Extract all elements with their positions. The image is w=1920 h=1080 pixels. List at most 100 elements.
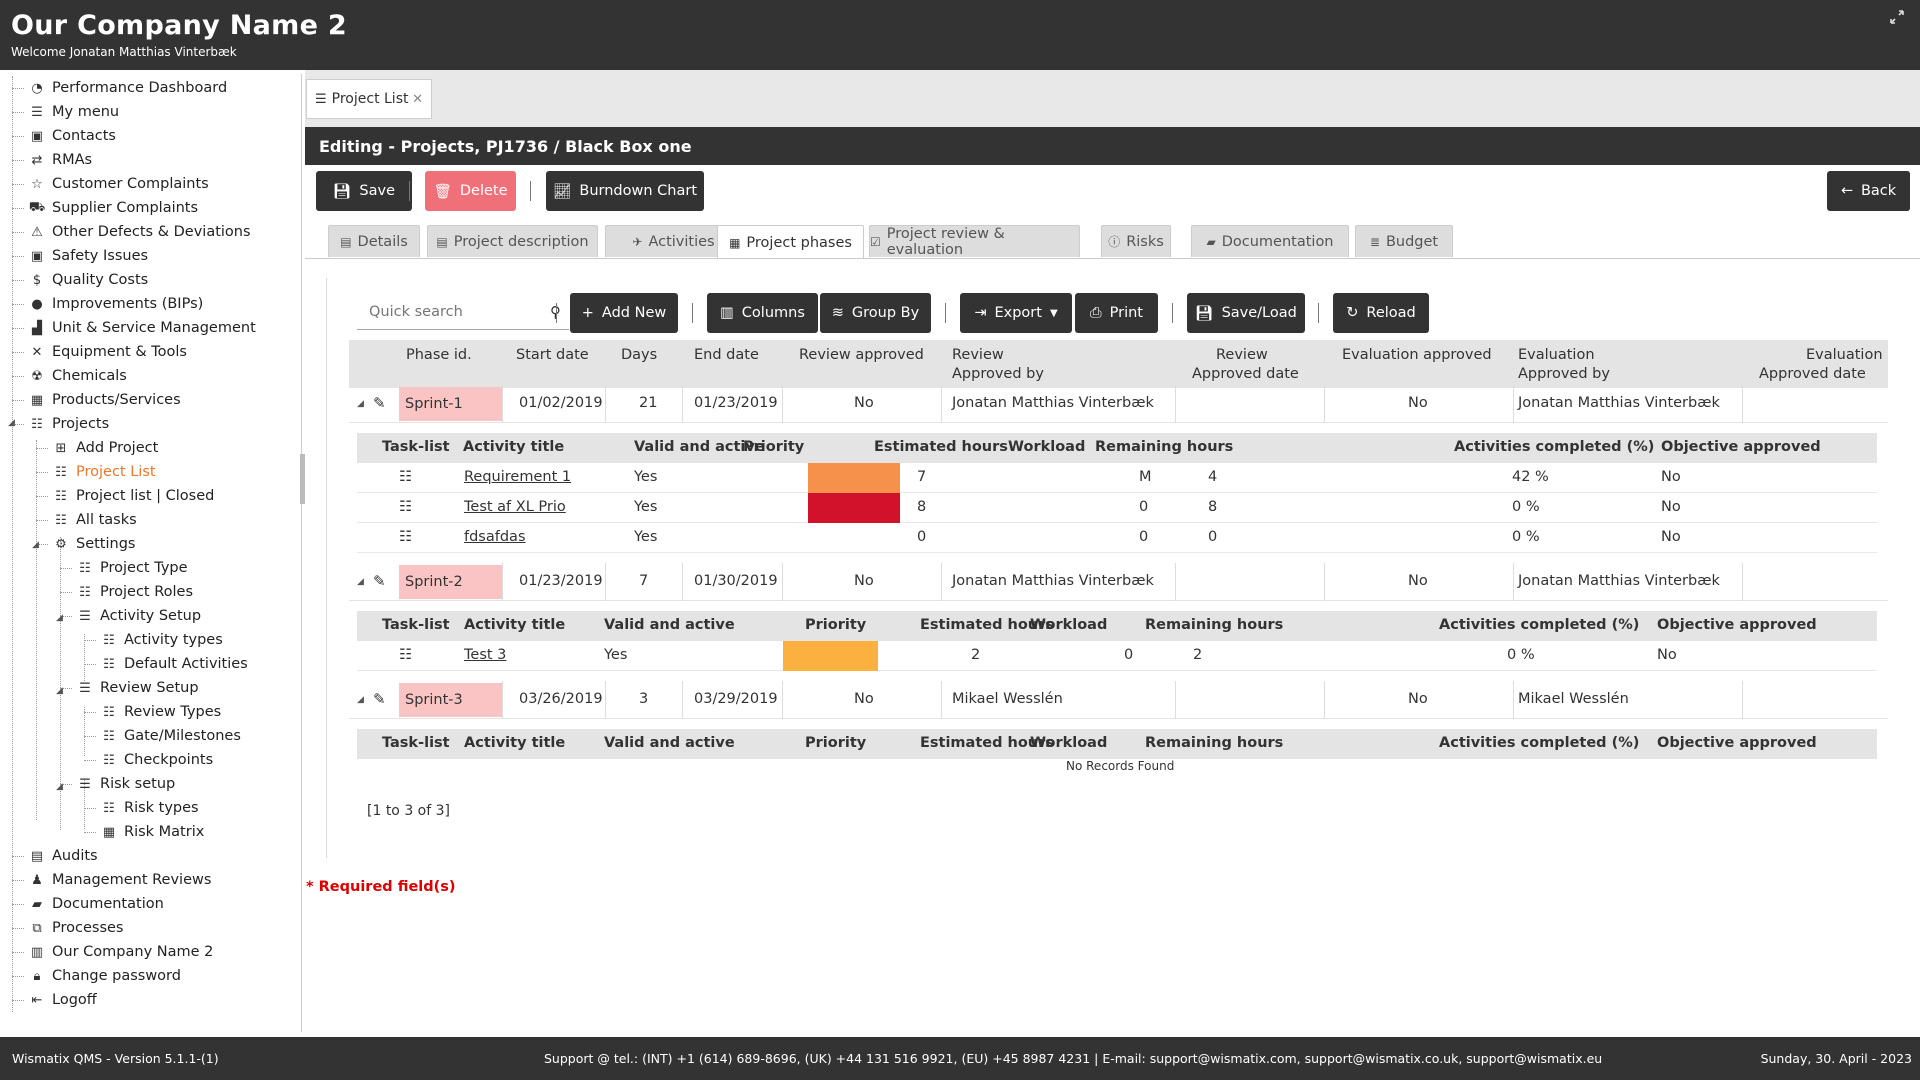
sidebar-item-settings[interactable]: ⚙ Settings xyxy=(53,532,135,556)
phase-id-field[interactable]: Sprint-3 xyxy=(399,683,502,717)
col-start-date[interactable]: Start date xyxy=(516,347,589,363)
sidebar-item-products-services[interactable]: ▦ Products/Services xyxy=(29,388,181,412)
fullscreen-icon[interactable] xyxy=(1890,10,1908,28)
col-review-by-1[interactable]: Review xyxy=(952,347,1004,363)
sidebar-item-safety-issues[interactable]: ▣ Safety Issues xyxy=(29,244,148,268)
col-review-date-1[interactable]: Review xyxy=(1216,347,1268,363)
sidebar-item-improvements-bips[interactable]: ● Improvements (BIPs) xyxy=(29,292,203,316)
col-phase-id[interactable]: Phase id. xyxy=(406,347,472,363)
burndown-chart-button[interactable]: 📈︎ Burndown Chart xyxy=(546,171,704,211)
sidebar-item-all-tasks[interactable]: ☷ All tasks xyxy=(53,508,137,532)
sidebar-item-rmas[interactable]: ⇄ RMAs xyxy=(29,148,93,172)
collapse-toggle-icon[interactable]: ◢ xyxy=(357,695,364,705)
sidebar-item-quality-costs[interactable]: $ Quality Costs xyxy=(29,268,148,292)
sidebar-item-project-type[interactable]: ☷ Project Type xyxy=(77,556,187,580)
sidebar-item-project-list[interactable]: ☷ Project List xyxy=(53,460,155,484)
col-task-list[interactable]: Task-list xyxy=(382,439,450,455)
sidebar-item-projects[interactable]: ☷ Projects xyxy=(29,412,109,436)
sidebar-item-our-company-name-2[interactable]: ▥ Our Company Name 2 xyxy=(29,940,214,964)
col-valid[interactable]: Valid and active xyxy=(634,439,765,455)
tab-project-description[interactable]: ▤ Project description xyxy=(427,225,598,257)
tab-documentation[interactable]: ▰ Documentation xyxy=(1191,225,1349,257)
col-objective[interactable]: Objective approved xyxy=(1657,735,1817,751)
col-completed[interactable]: Activities completed (%) xyxy=(1454,439,1655,455)
col-remaining[interactable]: Remaining hours xyxy=(1145,617,1284,633)
tab-details[interactable]: ▤ Details xyxy=(328,225,420,257)
col-est-hours[interactable]: Estimated hours xyxy=(874,439,1008,455)
sidebar-item-equipment-tools[interactable]: ✕ Equipment & Tools xyxy=(29,340,187,364)
sidebar-item-risk-setup[interactable]: ☰ Risk setup xyxy=(77,772,175,796)
collapse-toggle-icon[interactable]: ◢ xyxy=(357,399,364,409)
activity-title-link[interactable]: Test 3 xyxy=(464,647,507,663)
col-valid[interactable]: Valid and active xyxy=(604,617,735,633)
sidebar-item-contacts[interactable]: ▣ Contacts xyxy=(29,124,116,148)
activity-title-link[interactable]: Test af XL Prio xyxy=(464,499,566,515)
col-eval-date-2[interactable]: Approved date xyxy=(1759,366,1866,382)
collapse-toggle-icon[interactable]: ◢ xyxy=(357,577,364,587)
col-est-hours[interactable]: Estimated hours xyxy=(920,735,1054,751)
col-eval-by-1[interactable]: Evaluation xyxy=(1518,347,1595,363)
col-remaining[interactable]: Remaining hours xyxy=(1095,439,1234,455)
col-priority[interactable]: Priority xyxy=(743,439,805,455)
collapse-toggle-icon[interactable]: ◢ xyxy=(56,613,63,623)
sidebar-item-review-types[interactable]: ☷ Review Types xyxy=(101,700,221,724)
col-completed[interactable]: Activities completed (%) xyxy=(1439,735,1640,751)
quick-search-input[interactable] xyxy=(357,303,517,320)
tab-project-review-evaluation[interactable]: ☑ Project review & evaluation xyxy=(869,225,1080,258)
edit-icon[interactable]: ✎ xyxy=(373,572,386,590)
search-icon[interactable]: ⚲ xyxy=(550,303,561,321)
sidebar-item-processes[interactable]: ⧉ Processes xyxy=(29,916,123,940)
edit-icon[interactable]: ✎ xyxy=(373,394,386,412)
sidebar-item-project-roles[interactable]: ☷ Project Roles xyxy=(77,580,193,604)
close-icon[interactable]: ✕ xyxy=(412,91,423,107)
col-priority[interactable]: Priority xyxy=(805,735,867,751)
sidebar-item-logoff[interactable]: ⇤ Logoff xyxy=(29,988,97,1012)
columns-button[interactable]: ▥ Columns xyxy=(707,293,818,333)
activity-title-link[interactable]: fdsafdas xyxy=(464,529,526,545)
sidebar-item-my-menu[interactable]: ☰ My menu xyxy=(29,100,119,124)
col-task-list[interactable]: Task-list xyxy=(382,735,450,751)
group-by-button[interactable]: ≋ Group By xyxy=(820,293,931,333)
phase-id-field[interactable]: Sprint-2 xyxy=(399,565,502,599)
collapse-toggle-icon[interactable]: ◢ xyxy=(56,686,63,696)
sidebar-item-supplier-complaints[interactable]: ⛟ Supplier Complaints xyxy=(29,196,198,220)
sidebar-item-checkpoints[interactable]: ☷ Checkpoints xyxy=(101,748,213,772)
sidebar-item-activity-types[interactable]: ☷ Activity types xyxy=(101,628,223,652)
col-objective[interactable]: Objective approved xyxy=(1661,439,1821,455)
sidebar-scrollbar[interactable] xyxy=(300,454,305,504)
export-button[interactable]: ⇥ Export ▼ xyxy=(960,293,1072,333)
print-button[interactable]: ⎙ Print xyxy=(1075,293,1158,333)
task-list-icon[interactable]: ☷ xyxy=(399,647,412,663)
col-review-date-2[interactable]: Approved date xyxy=(1192,366,1299,382)
edit-icon[interactable]: ✎ xyxy=(373,690,386,708)
tab-budget[interactable]: ≣ Budget xyxy=(1355,225,1453,257)
col-activity-title[interactable]: Activity title xyxy=(463,439,565,455)
sidebar-item-performance-dashboard[interactable]: ◔ Performance Dashboard xyxy=(29,76,227,100)
col-days[interactable]: Days xyxy=(621,347,658,363)
add-new-button[interactable]: + Add New xyxy=(570,293,678,333)
sidebar-item-unit-service-management[interactable]: ▟ Unit & Service Management xyxy=(29,316,256,340)
tab-risks[interactable]: ⓘ Risks xyxy=(1101,225,1171,257)
col-activity-title[interactable]: Activity title xyxy=(464,617,566,633)
col-end-date[interactable]: End date xyxy=(694,347,759,363)
collapse-toggle-icon[interactable]: ◢ xyxy=(56,782,63,792)
task-list-icon[interactable]: ☷ xyxy=(399,499,412,515)
col-valid[interactable]: Valid and active xyxy=(604,735,735,751)
task-list-icon[interactable]: ☷ xyxy=(399,529,412,545)
sidebar-item-risk-matrix[interactable]: ▦ Risk Matrix xyxy=(101,820,204,844)
sidebar-item-review-setup[interactable]: ☰ Review Setup xyxy=(77,676,198,700)
phase-id-field[interactable]: Sprint-1 xyxy=(399,387,502,421)
col-priority[interactable]: Priority xyxy=(805,617,867,633)
sidebar-item-activity-setup[interactable]: ☰ Activity Setup xyxy=(77,604,201,628)
col-review-by-2[interactable]: Approved by xyxy=(952,366,1044,382)
sidebar-item-chemicals[interactable]: ☢ Chemicals xyxy=(29,364,127,388)
col-review-approved[interactable]: Review approved xyxy=(799,347,924,363)
col-objective[interactable]: Objective approved xyxy=(1657,617,1817,633)
save-button[interactable]: 💾︎ Save xyxy=(316,171,412,211)
col-eval-date-1[interactable]: Evaluation xyxy=(1806,347,1883,363)
collapse-toggle-icon[interactable]: ◢ xyxy=(8,418,15,428)
col-task-list[interactable]: Task-list xyxy=(382,617,450,633)
sidebar-item-other-defects-deviations[interactable]: ⚠ Other Defects & Deviations xyxy=(29,220,250,244)
tab-project-phases[interactable]: ▦ Project phases xyxy=(717,225,864,259)
col-workload[interactable]: Workload xyxy=(1030,617,1108,633)
